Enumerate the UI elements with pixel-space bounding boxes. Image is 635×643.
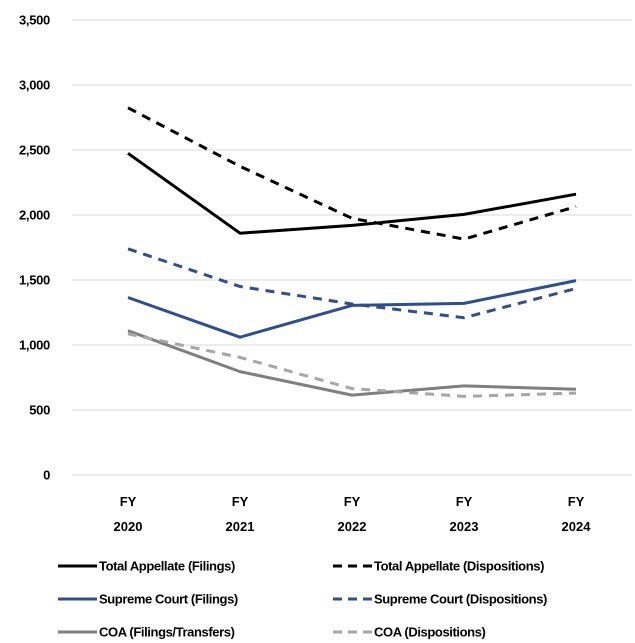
legend-label: Total Appellate (Filings) <box>99 559 235 574</box>
series-line-6 <box>127 332 577 398</box>
y-axis-ticks: 0 500 1,000 1,500 2,000 2,500 3,000 3,500 <box>19 13 50 483</box>
series-lines <box>127 106 577 398</box>
series-line-1 <box>127 152 577 235</box>
y-tick-label: 500 <box>29 403 50 418</box>
x-tick-label: FY 2020 <box>114 494 143 534</box>
gridlines <box>72 19 632 476</box>
legend-label: COA (Dispositions) <box>374 625 486 640</box>
legend-label: Supreme Court (Filings) <box>99 592 238 607</box>
x-axis-ticks: FY 2020 FY 2021 FY 2022 FY 2023 FY 2024 <box>114 494 592 534</box>
legend-label: Supreme Court (Dispositions) <box>374 592 547 607</box>
series-line-5 <box>127 329 577 397</box>
y-tick-label: 1,000 <box>19 338 50 353</box>
legend-label: Total Appellate (Dispositions) <box>374 559 544 574</box>
y-tick-label: 0 <box>43 468 50 483</box>
x-tick-label: FY 2022 <box>338 494 367 534</box>
series-line-4 <box>127 247 577 320</box>
y-tick-label: 3,000 <box>19 78 50 93</box>
y-tick-label: 2,000 <box>19 208 50 223</box>
y-tick-label: 2,500 <box>19 143 50 158</box>
y-tick-label: 1,500 <box>19 273 50 288</box>
legend-label: COA (Filings/Transfers) <box>99 625 235 640</box>
series-line-3 <box>127 279 577 339</box>
legend: Total Appellate (Filings) Total Appellate… <box>58 559 547 640</box>
x-tick-label: FY 2024 <box>562 494 592 534</box>
x-tick-label: FY 2023 <box>450 494 479 534</box>
series-line-2 <box>127 106 577 241</box>
y-tick-label: 3,500 <box>19 13 50 28</box>
x-tick-label: FY 2021 <box>226 494 255 534</box>
